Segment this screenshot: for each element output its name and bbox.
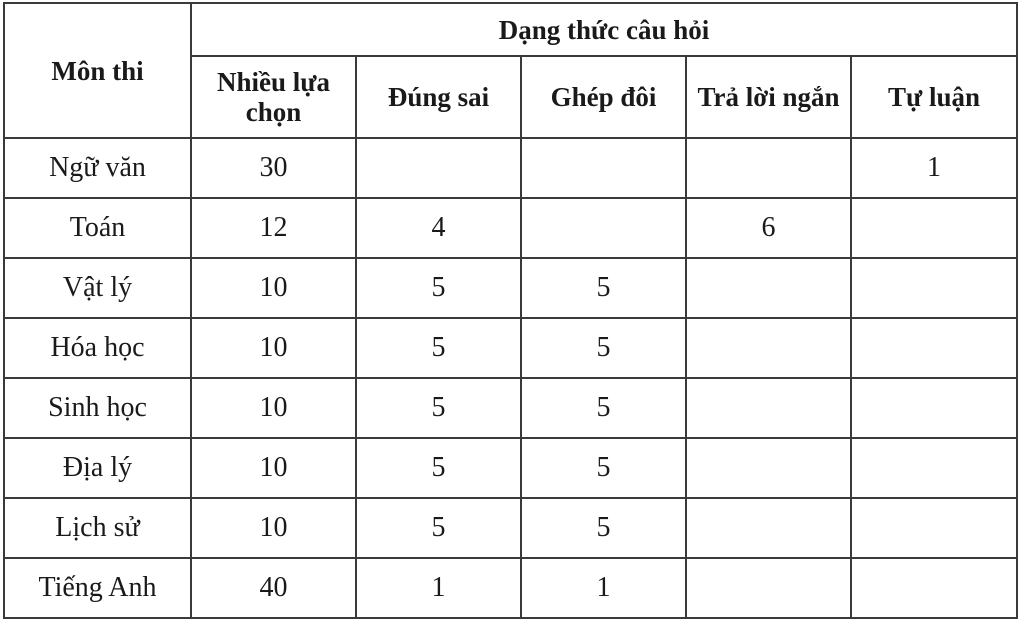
count-cell: 5: [355, 377, 522, 439]
count-cell: 5: [520, 497, 687, 559]
count-cell: 10: [190, 437, 357, 499]
count-cell: [355, 137, 522, 199]
count-cell: [685, 437, 852, 499]
table-row: Tiếng Anh 40 1 1: [3, 557, 1018, 619]
count-cell: 5: [520, 317, 687, 379]
count-cell: 10: [190, 377, 357, 439]
count-cell: 5: [355, 437, 522, 499]
count-cell: [850, 197, 1018, 259]
count-cell: 4: [355, 197, 522, 259]
table-row: Hóa học 10 5 5: [3, 317, 1018, 379]
column-header: Trả lời ngắn: [685, 55, 852, 139]
table-row: Sinh học 10 5 5: [3, 377, 1018, 439]
count-cell: 1: [520, 557, 687, 619]
count-cell: [685, 377, 852, 439]
column-header: Ghép đôi: [520, 55, 687, 139]
count-cell: 5: [355, 497, 522, 559]
count-cell: [520, 137, 687, 199]
table-row: Lịch sử 10 5 5: [3, 497, 1018, 559]
count-cell: 1: [355, 557, 522, 619]
count-cell: [685, 137, 852, 199]
count-cell: 10: [190, 317, 357, 379]
count-cell: 6: [685, 197, 852, 259]
count-cell: 1: [850, 137, 1018, 199]
count-cell: 12: [190, 197, 357, 259]
subject-header: Môn thi: [3, 2, 192, 139]
count-cell: [850, 377, 1018, 439]
subject-cell: Địa lý: [3, 437, 192, 499]
subject-cell: Lịch sử: [3, 497, 192, 559]
count-cell: [850, 557, 1018, 619]
subject-cell: Hóa học: [3, 317, 192, 379]
count-cell: 5: [355, 317, 522, 379]
count-cell: 10: [190, 257, 357, 319]
count-cell: 5: [355, 257, 522, 319]
count-cell: [685, 497, 852, 559]
subject-cell: Vật lý: [3, 257, 192, 319]
column-header: Nhiều lựa chọn: [190, 55, 357, 139]
question-format-header: Dạng thức câu hỏi: [190, 2, 1018, 57]
count-cell: [520, 197, 687, 259]
count-cell: 10: [190, 497, 357, 559]
subject-cell: Tiếng Anh: [3, 557, 192, 619]
count-cell: 5: [520, 437, 687, 499]
column-header: Tự luận: [850, 55, 1018, 139]
column-header: Đúng sai: [355, 55, 522, 139]
table-row: Toán 12 4 6: [3, 197, 1018, 259]
subject-cell: Sinh học: [3, 377, 192, 439]
count-cell: [685, 257, 852, 319]
count-cell: [850, 317, 1018, 379]
subject-cell: Ngữ văn: [3, 137, 192, 199]
table-row: Địa lý 10 5 5: [3, 437, 1018, 499]
count-cell: [850, 437, 1018, 499]
table-row: Vật lý 10 5 5: [3, 257, 1018, 319]
subject-cell: Toán: [3, 197, 192, 259]
count-cell: 5: [520, 257, 687, 319]
count-cell: [850, 257, 1018, 319]
exam-format-table: Môn thi Dạng thức câu hỏi Nhiều lựa chọn…: [3, 2, 1018, 619]
count-cell: 5: [520, 377, 687, 439]
count-cell: [850, 497, 1018, 559]
table-row: Ngữ văn 30 1: [3, 137, 1018, 199]
count-cell: [685, 317, 852, 379]
count-cell: [685, 557, 852, 619]
count-cell: 30: [190, 137, 357, 199]
count-cell: 40: [190, 557, 357, 619]
